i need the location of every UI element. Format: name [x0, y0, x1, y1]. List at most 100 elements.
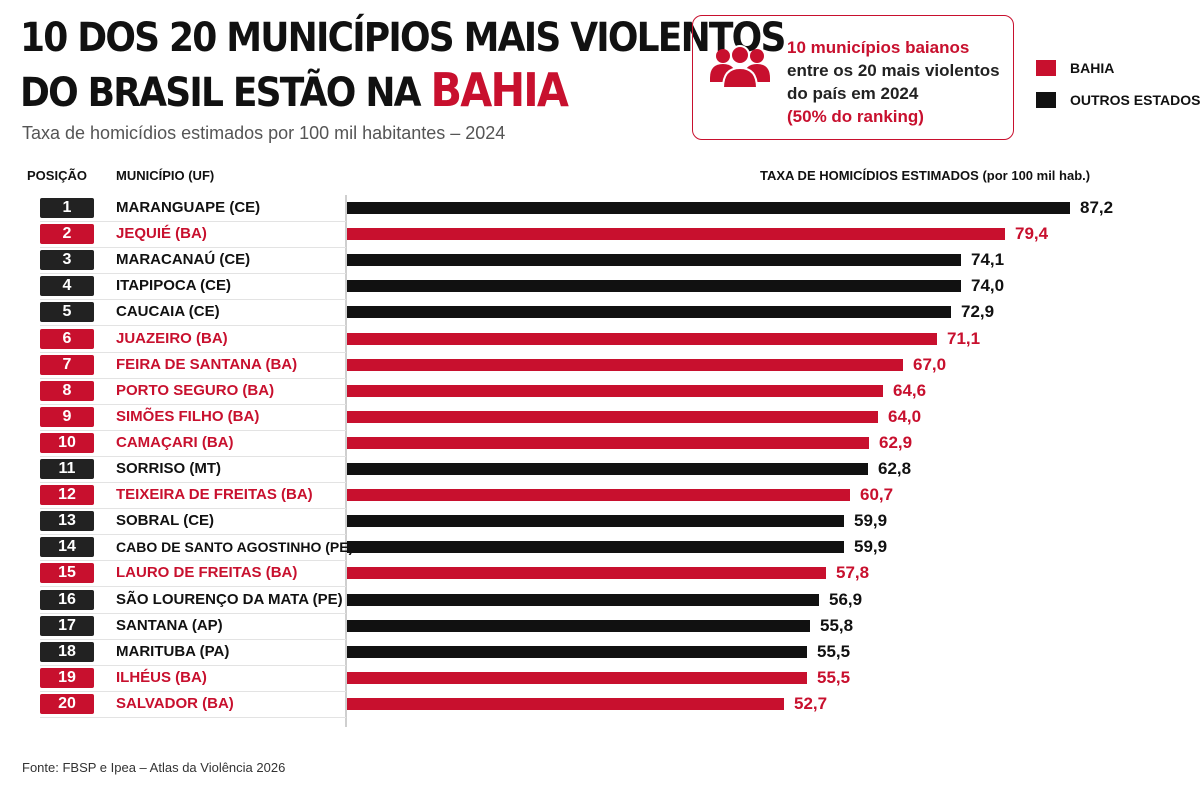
chart-axis-line [345, 195, 347, 727]
legend-label-others: OUTROS ESTADOS [1070, 92, 1200, 108]
bar-value-label: 62,9 [879, 433, 913, 452]
municipality-label: CAUCAIA (CE) [116, 303, 220, 320]
rank-badge: 18 [40, 642, 94, 662]
bar [347, 359, 903, 371]
table-row [40, 406, 346, 431]
legend-label-bahia: BAHIA [1070, 60, 1115, 76]
bar-value-label: 59,9 [854, 537, 888, 556]
rank-badge: 14 [40, 537, 94, 557]
table-row [40, 641, 346, 666]
rank-badge: 4 [40, 276, 94, 296]
municipality-label: TEIXEIRA DE FREITAS (BA) [116, 486, 313, 503]
bar-value-label: 71,1 [947, 329, 981, 348]
table-row [40, 693, 346, 718]
table-row [40, 223, 346, 248]
rank-badge: 8 [40, 381, 94, 401]
municipality-label: FEIRA DE SANTANA (BA) [116, 356, 298, 373]
bar-value-label: 55,8 [820, 616, 854, 635]
municipality-label: SANTANA (AP) [116, 617, 223, 634]
rank-badge: 17 [40, 616, 94, 636]
rank-badge: 12 [40, 485, 94, 505]
bar-value-label: 87,2 [1080, 198, 1114, 217]
callout-line-3: do país em 2024 [787, 84, 919, 103]
municipality-label: JEQUIÉ (BA) [116, 225, 207, 242]
title-line-2-prefix: DO BRASIL ESTÃO NA [20, 70, 422, 116]
municipality-label: CABO DE SANTO AGOSTINHO (PE) [116, 539, 354, 555]
municipality-label: SOBRAL (CE) [116, 512, 215, 529]
rank-badge: 13 [40, 511, 94, 531]
bar [347, 646, 807, 658]
bar [347, 620, 810, 632]
bar [347, 306, 951, 318]
rank-badge: 5 [40, 302, 94, 322]
rank-badge: 10 [40, 433, 94, 453]
bar-value-label: 56,9 [829, 590, 863, 609]
rank-badge: 16 [40, 590, 94, 610]
bar-value-label: 74,1 [971, 250, 1005, 269]
table-row [40, 432, 346, 457]
table-row [40, 458, 346, 483]
municipality-label: MARITUBA (PA) [116, 643, 230, 660]
title-line-1: 10 DOS 20 MUNICÍPIOS MAIS VIOLENTOS [20, 15, 786, 61]
bar-value-label: 52,7 [794, 694, 828, 713]
bar [347, 594, 819, 606]
table-row [40, 484, 346, 509]
bar [347, 489, 850, 501]
bar [347, 385, 883, 397]
table-row [40, 380, 346, 405]
bar [347, 515, 844, 527]
bar [347, 202, 1070, 214]
municipality-label: ITAPIPOCA (CE) [116, 277, 231, 294]
bar-value-label: 57,8 [836, 563, 870, 582]
rank-badge: 20 [40, 694, 94, 714]
people-group-icon [710, 45, 770, 89]
municipality-label: MARANGUAPE (CE) [116, 199, 261, 216]
table-row [40, 301, 346, 326]
bar-value-label: 79,4 [1015, 224, 1049, 243]
municipality-label: SALVADOR (BA) [116, 695, 234, 712]
rank-badge: 19 [40, 668, 94, 688]
bar [347, 541, 844, 553]
bar-value-label: 55,5 [817, 668, 851, 687]
bar [347, 254, 961, 266]
legend-swatch-bahia [1036, 60, 1056, 76]
rank-badge: 7 [40, 355, 94, 375]
bar [347, 672, 807, 684]
rank-badge: 3 [40, 250, 94, 270]
table-row [40, 589, 346, 614]
municipality-label: MARACANAÚ (CE) [116, 251, 251, 268]
bar [347, 698, 784, 710]
table-row [40, 536, 346, 561]
callout-line-4: (50% do ranking) [787, 107, 924, 126]
column-header-municipality: MUNICÍPIO (UF) [116, 168, 215, 183]
title-line-2: DO BRASIL ESTÃO NA BAHIA [20, 64, 632, 119]
table-row [40, 667, 346, 692]
rank-badge: 1 [40, 198, 94, 218]
callout-text: 10 municípios baianos entre os 20 mais v… [787, 36, 1000, 128]
bar-value-label: 64,6 [893, 381, 927, 400]
callout-line-2: entre os 20 mais violentos [787, 61, 1000, 80]
rank-badge: 11 [40, 459, 94, 479]
table-row [40, 562, 346, 587]
table-row [40, 510, 346, 535]
bar [347, 333, 937, 345]
bar [347, 411, 878, 423]
bar-value-label: 62,8 [878, 459, 912, 478]
callout-line-1: 10 municípios baianos [787, 38, 970, 57]
rank-badge: 6 [40, 329, 94, 349]
title-accent-bahia: BAHIA [430, 63, 569, 117]
bar [347, 463, 868, 475]
column-header-rate: TAXA DE HOMICÍDIOS ESTIMADOS (por 100 mi… [760, 168, 1091, 183]
rank-badge: 2 [40, 224, 94, 244]
table-row [40, 275, 346, 300]
rank-badge: 9 [40, 407, 94, 427]
source-note: Fonte: FBSP e Ipea – Atlas da Violência … [22, 760, 286, 775]
table-row [40, 197, 346, 222]
bar-value-label: 74,0 [971, 276, 1005, 295]
chart-title: 10 DOS 20 MUNICÍPIOS MAIS VIOLENTOS DO B… [20, 12, 786, 119]
bar-value-label: 60,7 [860, 485, 894, 504]
municipality-label: SIMÕES FILHO (BA) [116, 408, 260, 425]
municipality-label: PORTO SEGURO (BA) [116, 382, 275, 399]
chart-subtitle: Taxa de homicídios estimados por 100 mil… [22, 123, 506, 143]
table-row [40, 328, 346, 353]
